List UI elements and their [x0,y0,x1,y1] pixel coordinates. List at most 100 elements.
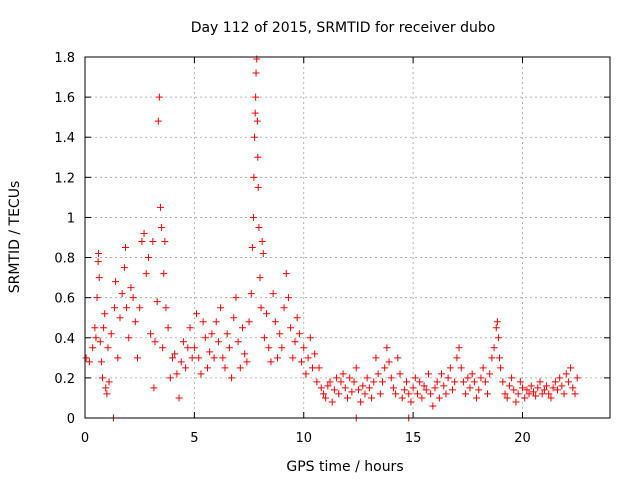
data-points [82,55,581,422]
data-point [529,388,537,396]
data-point [274,354,281,362]
data-point [257,304,265,312]
data-point [289,354,297,362]
data-point [243,358,251,366]
data-point [204,364,211,372]
data-point [475,386,483,394]
data-point [354,386,362,394]
data-point [295,330,303,338]
data-point [468,370,476,378]
data-point [171,350,179,358]
data-point [177,358,185,366]
data-point [120,264,128,272]
data-point [333,374,341,382]
data-point [479,364,487,372]
data-point [365,384,373,392]
data-point [278,344,286,352]
data-point [311,350,319,358]
data-point [182,364,190,372]
data-point [236,364,244,372]
data-point [554,386,561,394]
data-point [322,394,330,402]
data-point [505,382,513,390]
data-point [411,374,419,382]
data-point [387,374,395,382]
data-point [379,378,386,386]
plot-frame [84,56,611,419]
data-point [492,324,500,332]
data-point [101,310,109,318]
axis-ticks: 0 0.2 0.4 0.6 0.8 1 1.2 1.4 1.6 1.8 0 5 10 15 20 [54,51,610,446]
data-point [151,338,159,346]
data-point [326,378,334,386]
data-point [422,386,430,394]
data-point [324,382,332,390]
data-point [363,374,371,382]
data-point [239,324,246,332]
data-point [193,310,201,318]
data-point [225,344,233,352]
data-point [111,304,119,312]
data-point [155,93,163,101]
data-point [446,364,454,372]
data-point [556,374,564,382]
x-axis-label: GPS time / hours [286,459,403,475]
data-point [214,338,222,346]
data-point [551,378,559,386]
data-point [486,370,494,378]
data-point [156,203,164,211]
data-point [424,370,432,378]
data-point [228,374,236,382]
data-point [442,390,450,398]
data-point [484,390,491,398]
data-point [232,294,240,302]
data-point [519,384,526,392]
data-point [313,378,321,386]
data-point [276,330,284,338]
data-point [396,370,404,378]
data-point [99,374,106,382]
data-point [374,370,382,378]
data-point [154,117,162,125]
data-point [549,384,557,392]
data-point [376,390,384,398]
data-point [429,402,437,410]
data-point [280,304,288,312]
data-point [230,314,238,322]
data-point [357,398,365,406]
data-point [247,290,255,298]
data-point [558,382,566,390]
data-point [96,338,104,346]
y-tick-label: 1 [67,211,75,226]
data-point [372,354,380,362]
data-point [300,344,308,352]
data-point [116,314,124,322]
data-point [418,394,426,402]
data-point [212,318,220,326]
data-point [350,378,358,386]
y-tick-label: 0.6 [54,292,75,307]
data-point [256,274,264,282]
data-point [201,334,209,342]
data-point [438,370,446,378]
data-point [291,338,299,346]
data-point [497,364,505,372]
data-point [571,390,579,398]
data-point [190,344,198,352]
data-point [416,378,424,386]
data-point [493,318,501,326]
data-point [217,304,225,312]
data-point [298,358,306,366]
data-point [403,378,411,386]
data-point [254,153,262,161]
data-point [251,109,259,117]
y-tick-label: 0.8 [54,252,75,267]
data-point [121,244,129,252]
data-point [164,324,172,332]
data-point [346,374,354,382]
data-point [263,310,271,318]
data-point [400,386,408,394]
data-point [381,364,389,372]
data-point [481,378,489,386]
data-point [503,394,511,402]
